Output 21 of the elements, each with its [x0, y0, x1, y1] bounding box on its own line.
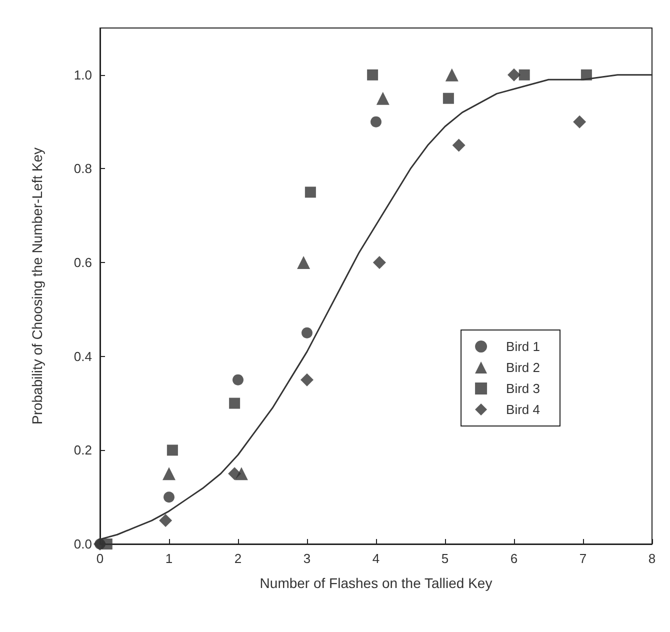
x-tick-label: 2 — [234, 551, 242, 566]
y-tick-label: 0.4 — [74, 348, 92, 364]
x-axis-title: Number of Flashes on the Tallied Key — [260, 575, 492, 591]
legend-label: Bird 1 — [506, 339, 540, 354]
y-tick-label: 0.2 — [74, 442, 92, 458]
y-tick-label: 1.0 — [74, 67, 92, 82]
x-tick-label: 6 — [510, 551, 518, 566]
x-tick-label: 4 — [372, 551, 380, 566]
x-tick-label: 1 — [165, 551, 173, 566]
legend-label: Bird 4 — [506, 402, 540, 417]
y-tick-label: 0.8 — [74, 161, 92, 176]
x-tick-label: 0 — [96, 551, 104, 566]
legend-label: Bird 3 — [506, 381, 540, 396]
x-tick-label: 3 — [303, 551, 311, 566]
y-tick-label: 0.0 — [74, 536, 92, 552]
y-tick-label: 0.6 — [74, 255, 92, 270]
x-tick-label: 8 — [648, 551, 656, 566]
x-tick-label: 5 — [441, 551, 449, 566]
legend-label: Bird 2 — [506, 360, 540, 375]
y-axis-title: Probability of Choosing the Number-Left Key — [29, 147, 45, 425]
x-tick-label: 7 — [579, 551, 587, 566]
